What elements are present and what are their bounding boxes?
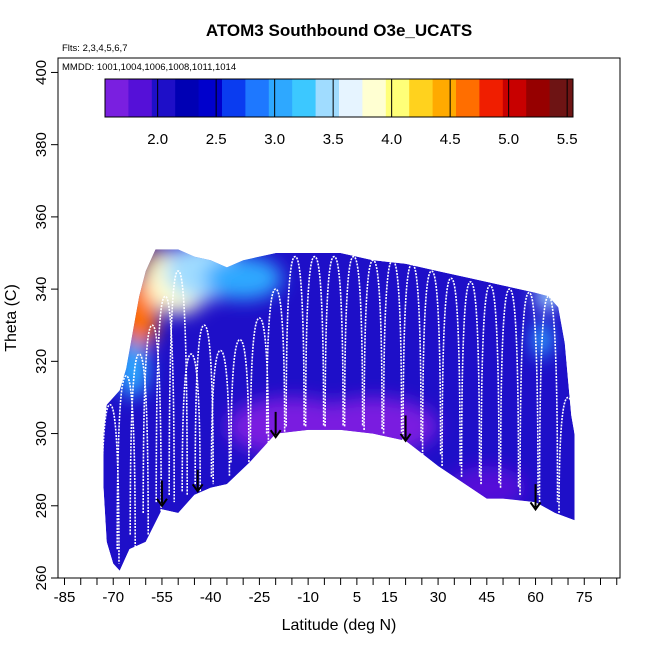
x-tick-label-4: -25 (249, 589, 271, 606)
x-axis-label: Latitude (deg N) (282, 617, 397, 634)
field-hotspot-4 (204, 256, 283, 300)
colorbar-swatch-11 (362, 79, 387, 117)
flight-arrows (156, 411, 542, 512)
x-axis: -85 -70 -55 -40 -25 -10 5 15 30 45 60 75 (54, 578, 618, 606)
x-tick-label-10: 60 (527, 589, 544, 606)
x-tick-label-9: 45 (478, 589, 495, 606)
arrow-4 (529, 484, 542, 512)
profile-trace-6 (181, 353, 201, 492)
profile-trace-23 (499, 288, 520, 488)
x-tick-label-3: -40 (200, 589, 222, 606)
colorbar-swatch-1 (128, 79, 153, 117)
profile-trace-7 (194, 324, 214, 485)
x-tick-label-0: -85 (54, 589, 76, 606)
x-tick-label-5: -10 (297, 589, 319, 606)
x-tick-label-6: 5 (353, 589, 361, 606)
colorbar-swatch-7 (268, 79, 293, 117)
profile-traces (100, 255, 578, 564)
field-hotspot-9 (308, 397, 439, 456)
x-tick-label-11: 75 (576, 589, 593, 606)
colorbar-swatch-2 (151, 79, 176, 117)
profile-trace-10 (249, 317, 270, 449)
x-tick-label-2: -55 (151, 589, 173, 606)
profile-trace-17 (382, 259, 403, 434)
arrow-3 (399, 415, 412, 443)
y-tick-label-2: 300 (33, 421, 50, 446)
y-axis: 260 280 300 320 340 360 380 400 (33, 60, 58, 591)
profile-trace-14 (324, 255, 344, 427)
mmdd-label: MMDD: 1001,1004,1006,1008,1011,1014 (62, 62, 236, 73)
profile-trace-4 (155, 295, 176, 503)
colorbar-tick-label-2: 3.0 (264, 131, 285, 148)
colorbar-swatch-13 (409, 79, 434, 117)
arrow-2 (269, 411, 282, 439)
colorbar-swatch-4 (198, 79, 223, 117)
colorbar-swatch-8 (292, 79, 317, 117)
profile-trace-5 (168, 270, 188, 495)
profile-trace-26 (558, 396, 578, 514)
colorbar-swatch-12 (385, 79, 410, 117)
profile-trace-20 (441, 277, 461, 467)
colorbar-swatch-5 (222, 79, 246, 117)
colorbar-swatch-16 (479, 79, 504, 117)
colorbar-swatch-10 (339, 79, 363, 117)
flights-label: Flts: 2,3,4,5,6,7 (62, 43, 127, 54)
field-hotspot-6 (535, 281, 562, 311)
field-hotspot-10 (447, 466, 526, 510)
profile-trace-18 (402, 263, 422, 441)
colorbar-swatch-3 (175, 79, 200, 117)
profile-trace-3 (142, 324, 163, 514)
colorbar-frame (104, 78, 574, 118)
y-tick-label-4: 340 (33, 277, 50, 302)
y-tick-label-0: 260 (33, 565, 50, 590)
y-tick-label-6: 380 (33, 132, 50, 157)
colorbar-tick-label-1: 2.5 (206, 131, 227, 148)
x-tick-label-8: 30 (430, 589, 447, 606)
profile-trace-13 (304, 255, 325, 427)
profile-trace-2 (129, 353, 150, 535)
colorbar-swatch-18 (526, 79, 551, 117)
profile-trace-8 (210, 349, 231, 477)
profile-trace-1 (116, 374, 137, 550)
x-tick-label-7: 15 (381, 589, 398, 606)
colorbar-tick-label-4: 4.0 (381, 131, 402, 148)
y-axis-label: Theta (C) (3, 284, 20, 352)
chart-title: ATOM3 Southbound O3e_UCATS (206, 21, 472, 40)
profile-trace-24 (519, 291, 539, 495)
colorbar-swatch-14 (432, 79, 457, 117)
colorbar-swatch-17 (502, 79, 527, 117)
plot-frame (57, 57, 621, 579)
profile-trace-21 (460, 281, 481, 477)
profile-trace-16 (363, 259, 383, 430)
colorbar-tick-label-3: 3.5 (323, 131, 344, 148)
colorbar-swatch-19 (549, 79, 574, 117)
colorbar: 2.0 2.5 3.0 3.5 4.0 4.5 5.0 5.5 (104, 78, 578, 148)
colorbar-swatch-9 (315, 79, 340, 117)
colorbar-tick-label-5: 4.5 (440, 131, 461, 148)
profile-trace-22 (480, 284, 500, 485)
arrow-1 (191, 469, 204, 494)
profile-trace-9 (230, 338, 250, 463)
y-tick-label-1: 280 (33, 493, 50, 518)
profile-trace-12 (285, 255, 305, 427)
colorbar-tick-label-6: 5.0 (498, 131, 519, 148)
y-tick-label-7: 400 (33, 60, 50, 85)
colorbar-tick-label-7: 5.5 (557, 131, 578, 148)
colorbar-swatch-6 (245, 79, 270, 117)
x-tick-label-1: -70 (102, 589, 124, 606)
colorbar-swatch-0 (105, 79, 129, 117)
profile-trace-15 (343, 255, 364, 427)
colorbar-tick-label-0: 2.0 (147, 131, 168, 148)
profile-trace-19 (421, 270, 442, 456)
colorbar-swatch-15 (456, 79, 480, 117)
field-hotspot-7 (532, 321, 552, 358)
arrow-0 (156, 480, 168, 508)
y-tick-label-5: 360 (33, 204, 50, 229)
y-tick-label-3: 320 (33, 349, 50, 374)
profile-trace-25 (538, 295, 559, 503)
profile-trace-11 (265, 288, 286, 434)
